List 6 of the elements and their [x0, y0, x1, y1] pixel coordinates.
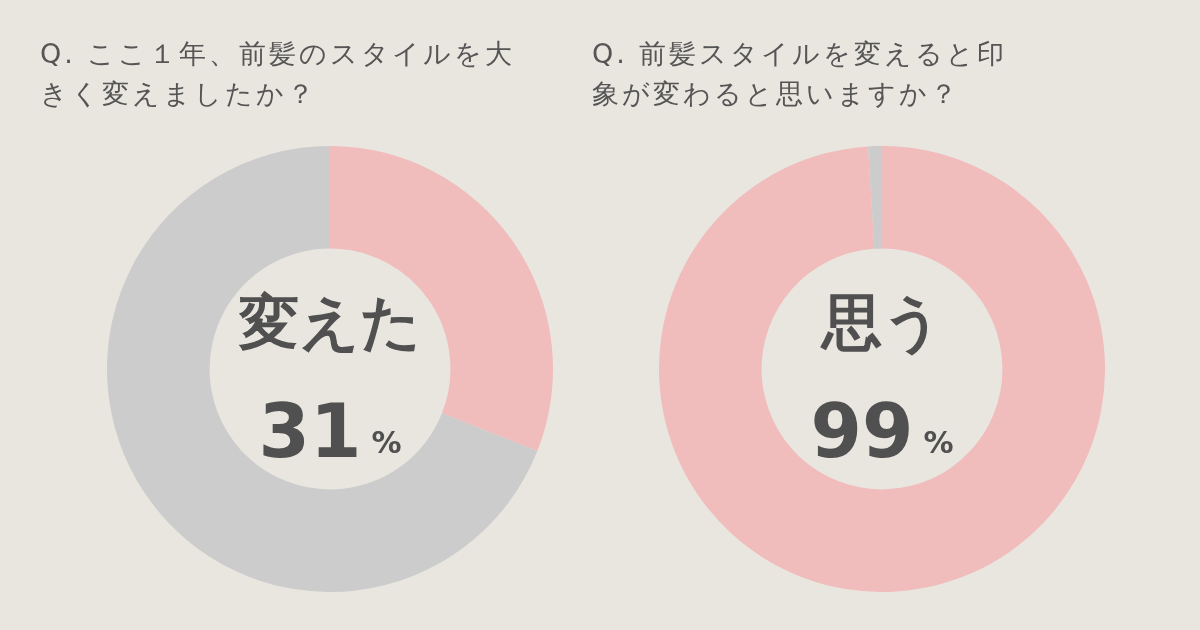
slice-label: 思う	[819, 286, 943, 357]
chart-title: Q. ここ１年、前髪のスタイルを大きく変えましたか？	[40, 37, 517, 111]
chart-title: Q. 前髪スタイルを変えると印象が変わると思いますか？	[592, 37, 1009, 111]
data-label: 31%	[258, 388, 402, 474]
slice-label: 変えた	[238, 286, 421, 357]
data-label: 99%	[810, 388, 954, 474]
